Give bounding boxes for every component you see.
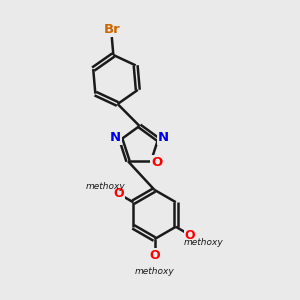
Text: methoxy: methoxy xyxy=(135,267,174,276)
Text: Br: Br xyxy=(103,23,120,36)
Text: N: N xyxy=(158,131,169,145)
Text: O: O xyxy=(149,249,160,262)
Text: methoxy: methoxy xyxy=(184,238,224,247)
Text: O: O xyxy=(114,188,124,200)
Text: O: O xyxy=(185,229,195,242)
Text: methoxy: methoxy xyxy=(85,182,125,191)
Text: N: N xyxy=(110,131,121,145)
Text: O: O xyxy=(151,156,163,169)
